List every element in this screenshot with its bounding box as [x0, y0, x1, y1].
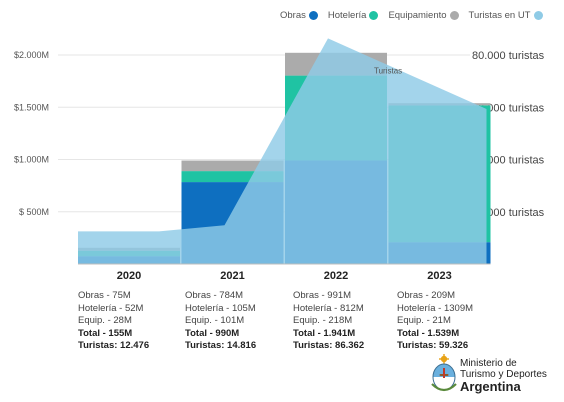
ministry-text: Ministerio de Turismo y Deportes Argenti…: [460, 358, 547, 394]
legend-label: Turistas en UT: [468, 10, 531, 21]
legend-label: Obras: [280, 10, 306, 21]
x-tick-label: 2020: [117, 270, 141, 282]
logo-line: Turismo y Deportes: [460, 369, 547, 380]
legend-label: Equipamiento: [388, 10, 447, 21]
stat-equip: Equip. - 101M: [185, 315, 245, 326]
coat-of-arms-icon: [431, 354, 457, 392]
ministry-logo: Ministerio de Turismo y Deportes Argenti…: [430, 352, 560, 398]
logo-line: Argentina: [460, 379, 521, 394]
stat-total: Total - 990M: [185, 327, 240, 339]
legend-swatch: [308, 11, 318, 20]
stat-equip: Equip. - 218M: [293, 315, 353, 326]
stat-turistas: Turistas: 14.816: [185, 340, 257, 351]
bar-segment: [181, 171, 284, 183]
stat-hoteleria: Hotelería - 105M: [185, 302, 256, 314]
stats-2022: Obras - 991M Hotelería - 812M Equip. - 2…: [293, 290, 364, 353]
legend-swatch: [533, 11, 543, 20]
stat-hoteleria: Hotelería - 812M: [293, 302, 364, 314]
stat-turistas: Turistas: 12.476: [78, 340, 150, 351]
stat-obras: Obras - 991M: [293, 290, 352, 301]
legend-item-equipamiento: Equipamiento: [388, 10, 459, 21]
stat-equip: Equip. - 21M: [397, 315, 451, 326]
legend-swatch: [449, 11, 459, 20]
stat-total: Total - 1.539M: [397, 327, 460, 339]
x-tick-label: 2023: [427, 270, 451, 282]
stat-equip: Equip. - 28M: [78, 315, 132, 326]
stat-obras: Obras - 75M: [78, 290, 131, 301]
y-tick-label: $1.000M: [14, 155, 49, 165]
y-tick-label: $2.000M: [14, 50, 49, 60]
stat-total: Total - 1.941M: [293, 327, 356, 339]
x-tick-label: 2022: [324, 270, 348, 282]
stat-total: Total - 155M: [78, 327, 133, 339]
legend-item-turistas: Turistas en UT: [469, 10, 543, 21]
legend-item-hoteleria: Hotelería: [328, 10, 379, 21]
legend-swatch: [369, 11, 379, 20]
stat-turistas: Turistas: 86.362: [293, 340, 365, 351]
stat-turistas: Turistas: 59.326: [397, 340, 469, 351]
x-tick-label: 2021: [220, 270, 244, 282]
legend-item-obras: Obras: [280, 10, 318, 21]
y-tick-label: $ 500M: [19, 207, 49, 217]
legend: Obras Hotelería Equipamiento Turistas en…: [280, 10, 543, 21]
stats-2023: Obras - 209M Hotelería - 1309M Equip. - …: [397, 290, 473, 353]
stat-obras: Obras - 209M: [397, 290, 456, 301]
y-tick-label: $1.500M: [14, 102, 49, 112]
stat-hoteleria: Hotelería - 52M: [78, 302, 144, 314]
stats-2021: Obras - 784M Hotelería - 105M Equip. - 1…: [185, 290, 256, 353]
stat-hoteleria: Hotelería - 1309M: [397, 302, 474, 314]
area-annotation: Turistas: [374, 66, 402, 75]
stats-2020: Obras - 75M Hotelería - 52M Equip. - 28M…: [78, 290, 149, 353]
stat-obras: Obras - 784M: [185, 290, 244, 301]
y2-tick-label: 80.000 turistas: [472, 50, 545, 62]
bar-segment: [181, 160, 284, 172]
logo-line: Ministerio de: [460, 358, 517, 369]
area-turistas: [78, 38, 487, 265]
legend-label: Hotelería: [327, 10, 367, 21]
